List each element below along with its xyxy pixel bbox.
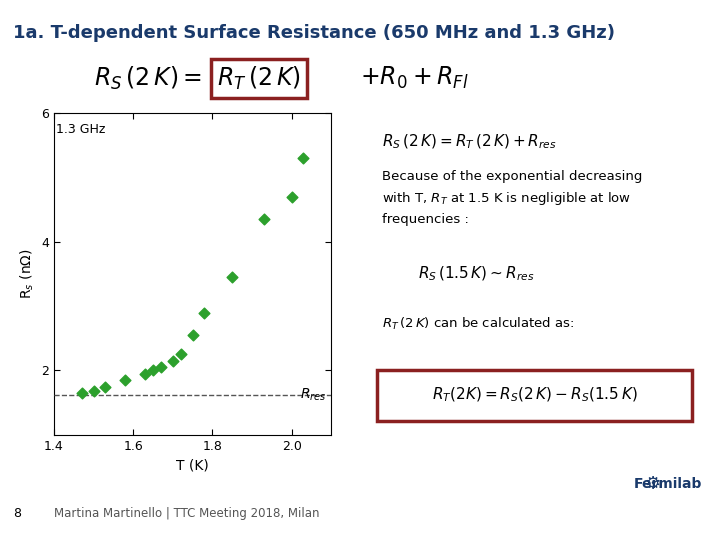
Point xyxy=(120,376,131,384)
Point xyxy=(147,366,158,375)
Text: $R_{res}$: $R_{res}$ xyxy=(300,387,326,403)
Point xyxy=(100,382,112,391)
Point xyxy=(167,356,179,365)
Text: ⚙: ⚙ xyxy=(644,475,660,494)
Point xyxy=(187,331,199,340)
FancyBboxPatch shape xyxy=(377,370,692,421)
Point xyxy=(76,389,88,397)
Text: $R_T\,(2\,K)$ can be calculated as:: $R_T\,(2\,K)$ can be calculated as: xyxy=(382,316,574,332)
Text: Fermilab: Fermilab xyxy=(634,477,702,491)
Text: $R_T(2K) = R_S(2\,K) - R_S(1.5\,K)$: $R_T(2K) = R_S(2\,K) - R_S(1.5\,K)$ xyxy=(432,385,637,403)
Text: $R_S\,(2\,K) = R_T\,(2\,K) + R_{res}$: $R_S\,(2\,K) = R_T\,(2\,K) + R_{res}$ xyxy=(382,132,557,151)
Point xyxy=(199,308,210,317)
Point xyxy=(140,369,151,378)
Text: 1a. T-dependent Surface Resistance (650 MHz and 1.3 GHz): 1a. T-dependent Surface Resistance (650 … xyxy=(13,24,615,42)
Y-axis label: R$_s$ (nΩ): R$_s$ (nΩ) xyxy=(18,249,36,299)
Point xyxy=(227,273,238,281)
X-axis label: T (K): T (K) xyxy=(176,458,209,472)
Point xyxy=(175,350,186,359)
Point xyxy=(88,387,99,395)
Text: $+ R_0 + R_{Fl}$: $+ R_0 + R_{Fl}$ xyxy=(360,65,469,91)
Text: $R_S\,(1.5\,K) \sim R_{res}$: $R_S\,(1.5\,K) \sim R_{res}$ xyxy=(418,265,534,283)
Point xyxy=(297,154,309,163)
Text: $R_T\,(2\,K)$: $R_T\,(2\,K)$ xyxy=(217,65,301,92)
Text: 1.3 GHz: 1.3 GHz xyxy=(56,123,105,136)
Point xyxy=(156,363,167,372)
Text: 8: 8 xyxy=(13,507,21,519)
Text: Martina Martinello | TTC Meeting 2018, Milan: Martina Martinello | TTC Meeting 2018, M… xyxy=(54,507,320,519)
Text: $R_S\,(2\,K) = $: $R_S\,(2\,K) = $ xyxy=(94,65,202,92)
Point xyxy=(258,215,269,224)
Point xyxy=(286,193,297,201)
Text: Because of the exponential decreasing
with T, $R_T$ at 1.5 K is negligible at lo: Because of the exponential decreasing wi… xyxy=(382,170,642,226)
